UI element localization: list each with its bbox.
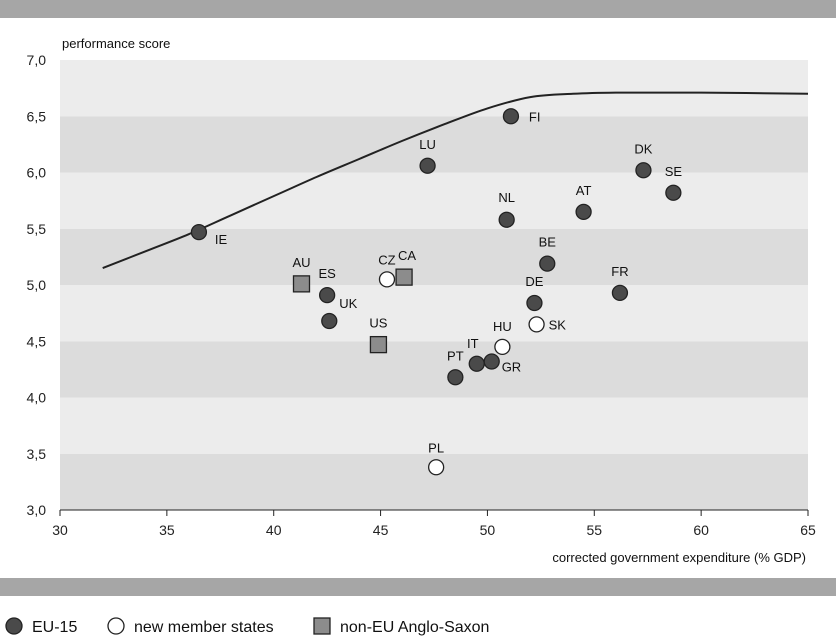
point-label-lu: LU — [419, 137, 436, 152]
point-label-es: ES — [318, 266, 336, 281]
point-label-it: IT — [467, 336, 479, 351]
point-uk — [321, 312, 338, 330]
legend-marker-new — [107, 617, 125, 635]
point-se — [665, 184, 682, 201]
point-label-fr: FR — [611, 264, 628, 279]
point-nl — [498, 211, 515, 228]
point-label-at: AT — [576, 183, 592, 198]
y-tick-label: 6,5 — [27, 108, 47, 124]
point-es — [318, 286, 336, 304]
bottom-band — [0, 578, 836, 596]
x-tick-label: 45 — [373, 522, 389, 538]
point-pl — [427, 459, 445, 476]
y-tick-label: 3,0 — [27, 502, 47, 518]
point-label-us: US — [369, 316, 387, 331]
x-tick-label: 60 — [693, 522, 709, 538]
grid-band — [60, 341, 808, 398]
y-tick-label: 5,5 — [27, 221, 47, 237]
y-tick-label: 4,5 — [27, 333, 47, 349]
legend-marker-eu15 — [5, 617, 23, 635]
point-at — [575, 203, 592, 221]
point-lu — [419, 157, 436, 174]
point-de — [526, 294, 543, 312]
top-band — [0, 0, 836, 18]
point-fr — [611, 284, 629, 302]
point-label-sk: SK — [549, 317, 567, 332]
y-tick-label: 6,0 — [27, 165, 47, 181]
x-tick-label: 65 — [800, 522, 816, 538]
point-label-uk: UK — [339, 296, 357, 311]
point-label-fi: FI — [529, 109, 541, 124]
point-label-au: AU — [292, 255, 310, 270]
x-tick-label: 50 — [480, 522, 496, 538]
grid-band — [60, 285, 808, 342]
point-cz — [378, 271, 396, 288]
point-label-de: DE — [525, 274, 543, 289]
y-axis-ticks: 3,0 3,5 4,0 4,5 5,0 5,5 6,0 6,5 7,0 — [27, 52, 47, 518]
point-label-hu: HU — [493, 319, 512, 334]
point-label-pl: PL — [428, 440, 444, 455]
point-fi — [502, 108, 520, 125]
point-label-ca: CA — [398, 248, 416, 263]
x-axis-ticks: 30 35 40 45 50 55 60 65 — [52, 510, 816, 538]
grid-bands — [60, 60, 808, 510]
grid-band — [60, 228, 808, 285]
point-it — [468, 355, 485, 372]
point-pt — [447, 369, 464, 386]
point-sk — [528, 316, 545, 333]
point-gr — [483, 353, 500, 370]
point-label-gr: GR — [502, 360, 522, 375]
point-us — [369, 335, 388, 354]
point-label-dk: DK — [634, 141, 652, 156]
point-label-pt: PT — [447, 348, 464, 363]
point-ie — [190, 223, 208, 241]
point-dk — [635, 162, 652, 179]
y-tick-label: 5,0 — [27, 277, 47, 293]
point-hu — [494, 338, 511, 356]
y-axis-title: performance score — [62, 36, 170, 51]
grid-band — [60, 172, 808, 229]
y-tick-label: 7,0 — [27, 52, 47, 68]
legend-label-anglo: non-EU Anglo-Saxon — [340, 619, 489, 636]
legend-label-new: new member states — [134, 619, 274, 636]
point-label-cz: CZ — [378, 252, 395, 267]
grid-band — [60, 60, 808, 117]
point-label-ie: IE — [215, 232, 228, 247]
x-tick-label: 30 — [52, 522, 68, 538]
x-axis-title: corrected government expenditure (% GDP) — [552, 550, 806, 565]
point-be — [539, 255, 556, 272]
legend-marker-anglo — [313, 617, 331, 635]
grid-band — [60, 397, 808, 454]
legend: EU-15 new member states non-EU Anglo-Saxon — [5, 617, 489, 636]
x-tick-label: 35 — [159, 522, 175, 538]
y-tick-label: 4,0 — [27, 390, 47, 406]
point-au — [292, 275, 311, 293]
y-tick-label: 3,5 — [27, 446, 47, 462]
point-label-nl: NL — [498, 190, 515, 205]
point-label-be: BE — [539, 235, 557, 250]
x-tick-label: 40 — [266, 522, 282, 538]
point-label-se: SE — [665, 164, 683, 179]
x-tick-label: 55 — [586, 522, 602, 538]
point-ca — [395, 268, 413, 286]
legend-label-eu15: EU-15 — [32, 619, 77, 636]
